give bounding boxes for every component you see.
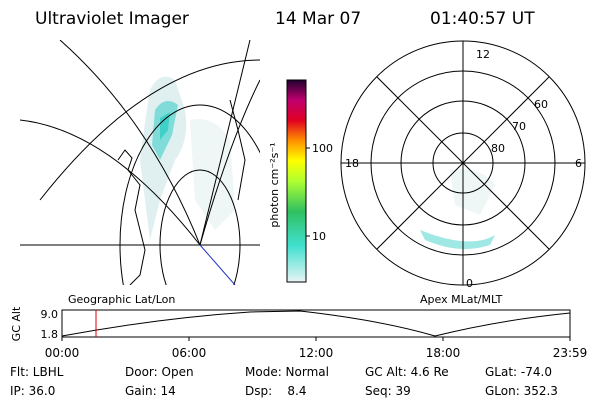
polar-label: 80 bbox=[491, 142, 505, 155]
polar-label: 6 bbox=[575, 157, 582, 170]
info-field: GLon: 352.3 bbox=[485, 384, 558, 398]
time-label: 06:00 bbox=[172, 346, 207, 360]
info-field: Door: Open bbox=[125, 365, 194, 379]
info-field: Mode: Normal bbox=[245, 365, 329, 379]
polar-label: 60 bbox=[534, 98, 548, 111]
altitude-curve bbox=[61, 310, 571, 337]
time: 01:40:57 UT bbox=[430, 9, 535, 29]
color-bar bbox=[286, 79, 307, 283]
info-field: Gain: 14 bbox=[125, 384, 176, 398]
info-field: Seq: 39 bbox=[365, 384, 411, 398]
strip-axis-label: GC Alt bbox=[10, 306, 23, 341]
colorbar-label: photon cm⁻²s⁻¹ bbox=[268, 142, 281, 227]
polar-label: 18 bbox=[345, 157, 359, 170]
strip-y-label: 1.8 bbox=[41, 328, 59, 341]
info-field: IP: 36.0 bbox=[10, 384, 55, 398]
time-label: 12:00 bbox=[299, 346, 334, 360]
polar-label: 12 bbox=[476, 48, 490, 61]
info-field: GC Alt: 4.6 Re bbox=[365, 365, 449, 379]
title: Ultraviolet Imager bbox=[35, 9, 189, 29]
info-field: GLat: -74.0 bbox=[485, 365, 552, 379]
polar-label: 0 bbox=[466, 277, 473, 290]
strip-y-label: 9.0 bbox=[41, 308, 59, 321]
info-field: Flt: LBHL bbox=[10, 365, 64, 379]
time-label: 18:00 bbox=[426, 346, 461, 360]
info-field: Dsp: 8.4 bbox=[245, 384, 307, 398]
date: 14 Mar 07 bbox=[275, 9, 361, 29]
colorbar-tick: 100 bbox=[312, 142, 333, 155]
polar-plot bbox=[340, 40, 586, 286]
polar-label: 70 bbox=[512, 120, 526, 133]
strip-title: Geographic Lat/Lon bbox=[68, 293, 175, 306]
time-label: 23:59 bbox=[553, 346, 588, 360]
geo-map bbox=[20, 40, 260, 285]
colorbar-tick: 10 bbox=[312, 230, 326, 243]
time-label: 00:00 bbox=[45, 346, 80, 360]
strip-title: Apex MLat/MLT bbox=[420, 293, 503, 306]
